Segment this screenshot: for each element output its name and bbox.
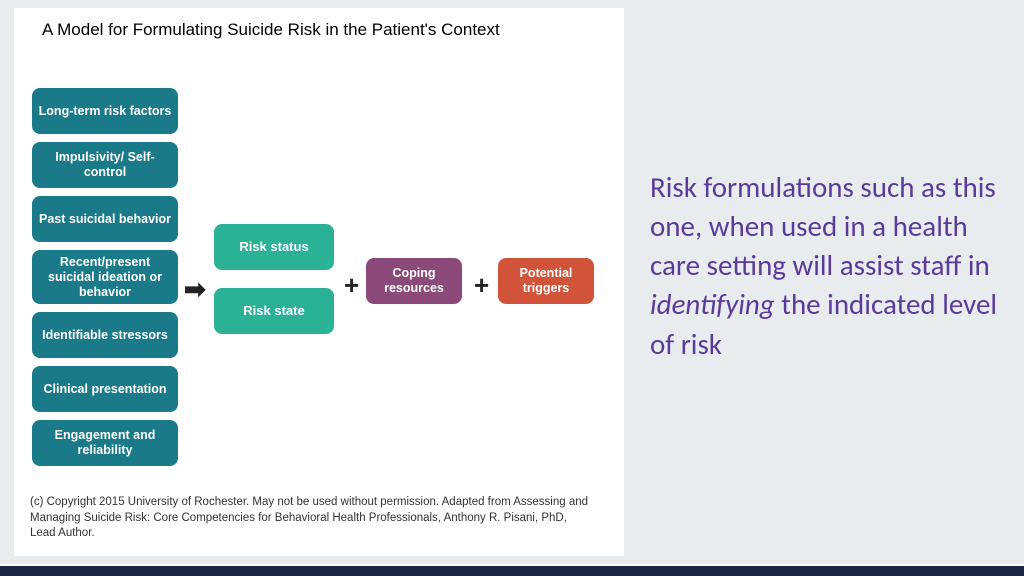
diagram-panel: A Model for Formulating Suicide Risk in … [14, 8, 624, 556]
slide: A Model for Formulating Suicide Risk in … [0, 0, 1024, 576]
diagram-title: A Model for Formulating Suicide Risk in … [42, 20, 500, 40]
plus-icon: + [474, 270, 489, 301]
factor-box: Clinical presentation [32, 366, 178, 412]
copyright-text: (c) Copyright 2015 University of Rochest… [30, 495, 590, 542]
factor-box: Recent/present suicidal ideation or beha… [32, 250, 178, 304]
risk-box: Risk status [214, 224, 334, 270]
arrow-icon: ➡ [184, 274, 206, 305]
factor-box: Impulsivity/ Self-control [32, 142, 178, 188]
bottom-bar [0, 564, 1024, 576]
side-text: Risk formulations such as this one, when… [650, 168, 1000, 364]
risk-box: Risk state [214, 288, 334, 334]
triggers-box: Potential triggers [498, 258, 594, 304]
factors-column: Long-term risk factors Impulsivity/ Self… [32, 88, 178, 474]
side-text-pre: Risk formulations such as this one, when… [650, 169, 996, 283]
side-text-em: identifying [650, 286, 775, 322]
factor-box: Engagement and reliability [32, 420, 178, 466]
factor-box: Past suicidal behavior [32, 196, 178, 242]
coping-box: Coping resources [366, 258, 462, 304]
plus-icon: + [344, 270, 359, 301]
risk-column: Risk status Risk state [214, 224, 334, 352]
factor-box: Identifiable stressors [32, 312, 178, 358]
factor-box: Long-term risk factors [32, 88, 178, 134]
